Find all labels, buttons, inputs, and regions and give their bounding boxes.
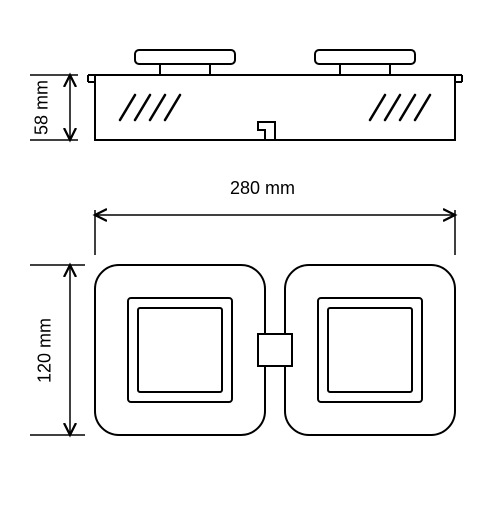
vent-slashes-left bbox=[120, 95, 180, 120]
vent-slashes-right bbox=[370, 95, 430, 120]
side-elevation bbox=[88, 50, 462, 140]
front-view bbox=[95, 265, 455, 435]
technical-drawing bbox=[0, 0, 500, 500]
label-side-height: 58 mm bbox=[32, 78, 53, 138]
label-front-height: 120 mm bbox=[35, 311, 56, 391]
dim-width bbox=[95, 210, 455, 255]
label-width: 280 mm bbox=[230, 178, 295, 199]
